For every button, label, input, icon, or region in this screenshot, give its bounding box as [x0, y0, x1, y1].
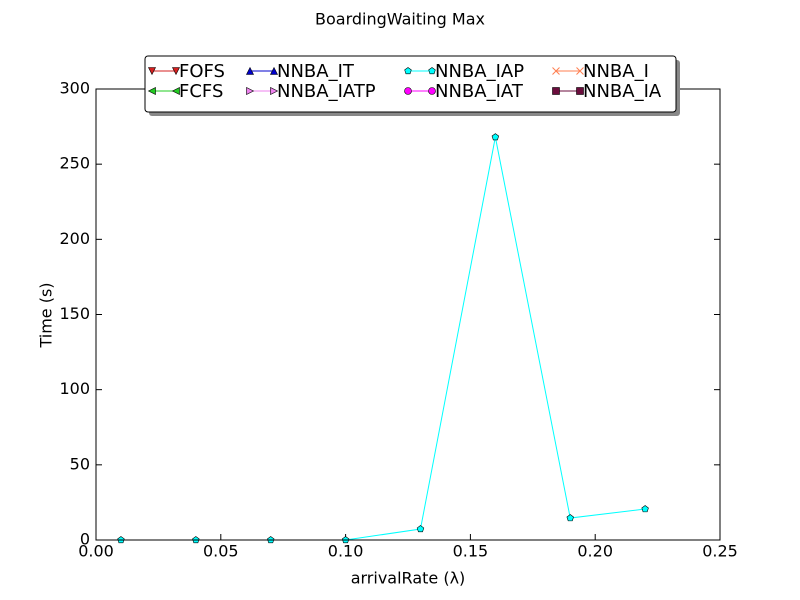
legend-label: NNBA_IA	[583, 81, 662, 102]
legend-marker	[270, 87, 279, 95]
legend-marker	[576, 67, 584, 75]
legend-marker	[147, 87, 156, 95]
legend-label: NNBA_I	[583, 61, 649, 82]
legend-marker	[246, 87, 255, 95]
marker	[641, 505, 649, 513]
legend-marker	[270, 66, 278, 75]
legend-label: NNBA_IATP	[277, 81, 376, 102]
legend-marker	[404, 87, 412, 95]
y-tick-label: 200	[59, 229, 90, 248]
legend-marker	[552, 87, 560, 95]
legend-label: FOFS	[179, 61, 225, 82]
x-axis-label: arrivalRate (λ)	[351, 569, 466, 588]
y-tick-label: 150	[59, 304, 90, 323]
x-tick-label: 0.05	[203, 542, 239, 561]
y-tick-label: 50	[70, 454, 90, 473]
legend-marker	[246, 66, 254, 75]
y-tick-label: 0	[80, 530, 90, 549]
x-tick-label: 0.15	[453, 542, 489, 561]
legend-label: FCFS	[179, 81, 223, 102]
legend-marker	[148, 67, 156, 76]
legend-label: NNBA_IAP	[435, 61, 524, 82]
legend-marker	[172, 67, 180, 76]
legend-marker	[428, 87, 436, 95]
x-tick-label: 0.10	[328, 542, 364, 561]
y-axis-label: Time (s)	[37, 282, 56, 348]
x-tick-label: 0.25	[702, 542, 738, 561]
legend-label: NNBA_IAT	[435, 81, 524, 102]
legend-label: NNBA_IT	[277, 61, 355, 82]
x-tick-label: 0.00	[78, 542, 114, 561]
marker	[416, 525, 425, 533]
legend-marker	[576, 87, 584, 95]
marker	[491, 133, 500, 141]
legend-box	[144, 55, 677, 113]
marker	[566, 514, 574, 522]
chart-title: BoardingWaiting Max	[315, 10, 485, 29]
legend-marker	[171, 87, 180, 95]
legend-marker	[404, 67, 412, 75]
y-tick-label: 300	[59, 79, 90, 98]
legend-marker	[552, 67, 560, 75]
y-tick-label: 250	[59, 154, 90, 173]
legend-marker	[428, 67, 436, 75]
x-tick-label: 0.20	[577, 542, 613, 561]
y-tick-label: 100	[59, 379, 90, 398]
